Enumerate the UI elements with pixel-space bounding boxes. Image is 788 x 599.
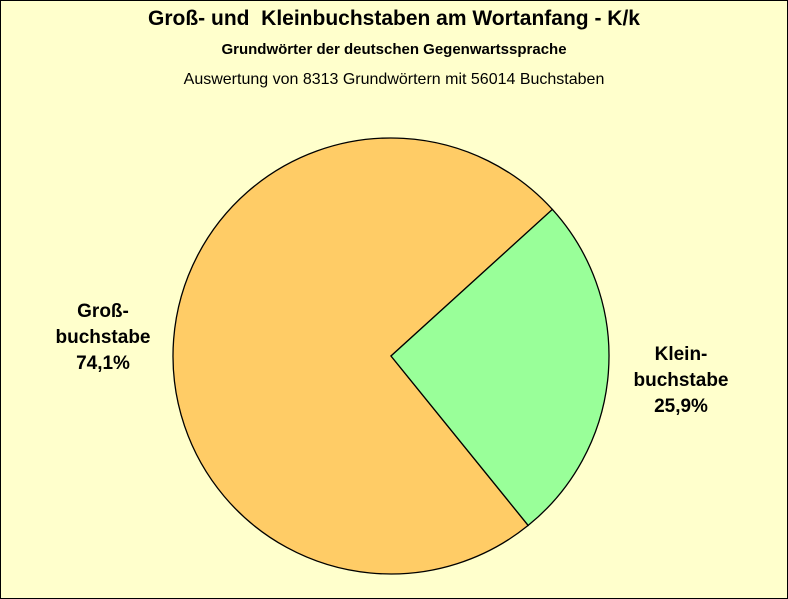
- slice-label: Klein- buchstabe 25,9%: [601, 342, 761, 420]
- chart-note: Auswertung von 8313 Grundwörtern mit 560…: [183, 71, 605, 88]
- chart-subtitle: Grundwörter der deutschen Gegenwartsspra…: [221, 41, 567, 58]
- category-label: Groß- buchstabe: [55, 301, 151, 348]
- value-label: 74,1%: [76, 353, 130, 374]
- pie-slice: [172, 137, 554, 575]
- value-label: 25,9%: [654, 396, 708, 417]
- pie-slice: [390, 208, 610, 527]
- chart-title: Groß- und Kleinbuchstaben am Wortanfang …: [148, 7, 640, 30]
- slice-label: Groß- buchstabe 74,1%: [23, 299, 183, 377]
- category-label: Klein- buchstabe: [633, 344, 729, 391]
